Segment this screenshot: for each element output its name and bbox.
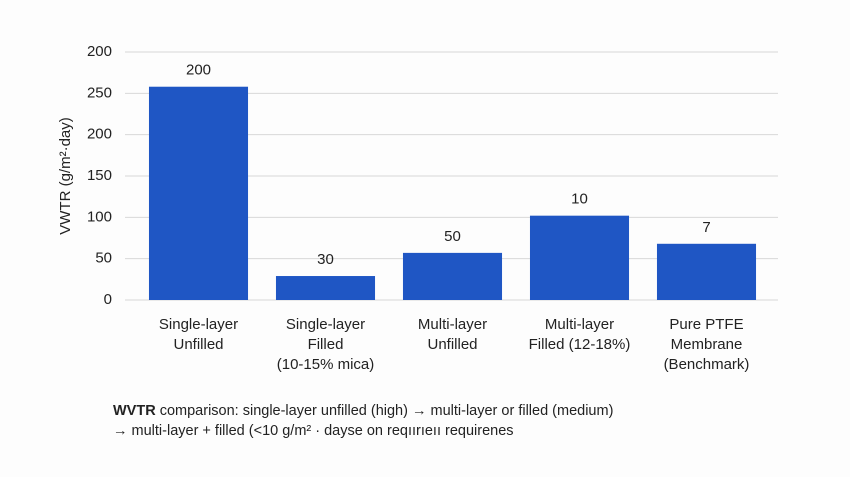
data-label: 200 [186,62,211,79]
data-label: 30 [317,251,334,268]
x-tick-label: Membrane [671,336,743,353]
y-tick-label: 50 [95,250,112,267]
caption-part: → multi-layer + filled (<10 g/m² · dayse… [113,423,514,439]
data-label: 10 [571,191,588,208]
x-tick-label: Multi-layer [418,316,487,333]
data-label: 50 [444,228,461,245]
bar [275,276,376,300]
y-tick-label: 200 [87,43,112,60]
y-tick-label: 250 [87,84,112,101]
data-label: 7 [702,219,710,236]
x-tick-label: Unfilled [173,336,223,353]
y-tick-label: 200 [87,126,112,143]
x-tick-label: Single-layer [159,316,238,333]
y-tick-label: 100 [87,208,112,225]
x-tick-label: Multi-layer [545,316,614,333]
x-tick-label: (Benchmark) [664,356,750,373]
x-tick-label: (10-15% mica) [277,356,375,373]
caption: WVTR comparison: single-layer unfilled (… [113,403,613,419]
y-tick-label: 0 [104,291,112,308]
x-tick-label: Filled [308,336,344,353]
bar [529,215,630,300]
bar [148,86,249,300]
caption: → multi-layer + filled (<10 g/m² · dayse… [113,423,514,439]
y-axis-label: VWTR (g/m²·day) [57,117,74,235]
x-tick-label: Unfilled [427,336,477,353]
y-tick-label: 150 [87,167,112,184]
x-tick-label: Single-layer [286,316,365,333]
bar [656,243,757,300]
caption-part: comparison: single-layer unfilled (high)… [156,403,614,419]
caption-part: WVTR [113,403,156,419]
x-tick-label: Filled (12-18%) [529,336,631,353]
bar [402,252,503,300]
x-tick-label: Pure PTFE [669,316,743,333]
